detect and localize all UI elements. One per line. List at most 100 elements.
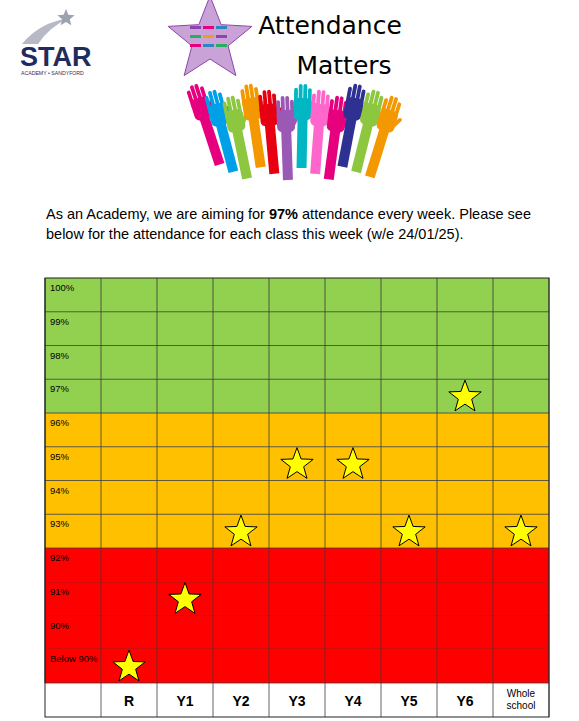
band-row: [45, 413, 549, 447]
grid-line: [45, 581, 549, 582]
intro-text: As an Academy, we are aiming for 97% att…: [46, 204, 542, 244]
x-tick-label: Y4: [344, 693, 361, 709]
grid-line-vertical: [381, 278, 382, 717]
finger: [320, 90, 325, 108]
grid-line-vertical: [325, 278, 326, 717]
finger: [249, 84, 255, 102]
band-row: [45, 548, 549, 582]
grid-line: [45, 548, 549, 549]
finger: [285, 96, 289, 114]
logo-text: STAR: [20, 42, 92, 72]
arm: [365, 126, 390, 179]
finger: [308, 88, 312, 106]
finger: [294, 88, 298, 106]
finger: [393, 102, 402, 120]
cloud-word-shape: [190, 44, 201, 47]
arm: [324, 127, 341, 180]
band-row: [45, 649, 549, 683]
title-line: Attendance: [258, 11, 402, 40]
band-row: [45, 616, 549, 650]
y-tick-label: 92%: [50, 552, 70, 563]
logo-star: [57, 9, 74, 25]
grid-line: [45, 311, 549, 312]
cloud-word-shape: [216, 35, 227, 38]
cloud-word-shape: [203, 26, 214, 29]
word-cloud-star: [168, 0, 252, 76]
x-tick-label: Y5: [400, 693, 417, 709]
chart: 100% 99% 98% 97% 96% 95% 94% 93% 92% 91% 90% Below …: [45, 278, 549, 717]
band-row: [45, 312, 549, 346]
grid-line-vertical: [437, 278, 438, 717]
y-tick-label: 94%: [50, 485, 70, 496]
band-row: [45, 278, 549, 312]
y-axis-line: [45, 278, 46, 683]
star-marker: [393, 515, 425, 546]
title-line: Matters: [296, 51, 391, 80]
y-tick-label: 98%: [50, 350, 70, 361]
finger: [230, 95, 237, 113]
star-marker: [225, 515, 257, 546]
finger: [276, 100, 280, 118]
y-tick-label: 96%: [50, 417, 70, 428]
band-row: [45, 447, 549, 481]
grid-line: [45, 615, 549, 616]
finger: [345, 86, 352, 104]
y-tick-label: Below 90%: [50, 653, 98, 664]
finger: [311, 93, 316, 111]
y-tick-label: 97%: [50, 383, 70, 394]
arm: [232, 127, 252, 180]
arm: [310, 122, 324, 175]
grid-line: [45, 649, 549, 650]
star-marker: [449, 380, 481, 411]
y-tick-label: 99%: [50, 316, 70, 327]
finger: [281, 96, 285, 114]
band-row: [45, 481, 549, 515]
thumb: [390, 117, 403, 129]
y-tick-label: 90%: [50, 620, 70, 631]
x-tick-label: Y2: [232, 693, 249, 709]
y-tick-label: 91%: [50, 586, 70, 597]
finger: [299, 84, 303, 102]
x-tick-label: Y6: [456, 693, 473, 709]
finger: [267, 90, 272, 108]
hands: [185, 80, 408, 181]
cloud-word-shape: [216, 44, 227, 47]
grid-line: [45, 683, 549, 684]
grid-line: [45, 379, 549, 380]
arm: [297, 116, 308, 168]
logo-subtitle: ACADEMY • SANDYFORD: [21, 70, 84, 76]
arm: [281, 128, 293, 180]
grid-line: [45, 480, 549, 481]
frame: [45, 278, 549, 717]
page: STARACADEMY • SANDYFORD Attendance Matters…: [0, 0, 579, 721]
finger: [262, 90, 267, 108]
star-marker: [113, 650, 145, 681]
cloud-star-shape: [168, 0, 252, 76]
x-tick-label: Wholeschool: [507, 688, 536, 711]
star-marker: [169, 583, 201, 614]
x-tick-label-line: Whole: [507, 688, 536, 699]
grid-line: [45, 514, 549, 515]
x-tick-label: Y1: [176, 693, 193, 709]
logo: STARACADEMY • SANDYFORD: [20, 9, 92, 76]
arm: [265, 121, 280, 174]
intro-part: 97%: [269, 206, 298, 222]
x-tick-label: Y3: [288, 693, 305, 709]
intro-part: As an Academy, we are aiming for: [46, 206, 269, 222]
y-tick-label: 100%: [50, 282, 75, 293]
grid-line-vertical: [213, 278, 214, 717]
band-row: [45, 346, 549, 380]
finger: [328, 99, 334, 117]
cloud-word-shape: [203, 35, 214, 38]
cloud-word-shape: [216, 26, 227, 29]
star-marker: [505, 515, 537, 546]
y-tick-label: 95%: [50, 451, 70, 462]
finger: [316, 90, 321, 108]
band-row: [45, 514, 549, 548]
grid-line: [45, 345, 549, 346]
cloud-word-shape: [190, 26, 201, 29]
y-tick-label: 93%: [50, 518, 70, 529]
star-marker: [337, 448, 369, 479]
x-tick-label: R: [124, 693, 134, 709]
grid-line-vertical: [101, 278, 102, 717]
